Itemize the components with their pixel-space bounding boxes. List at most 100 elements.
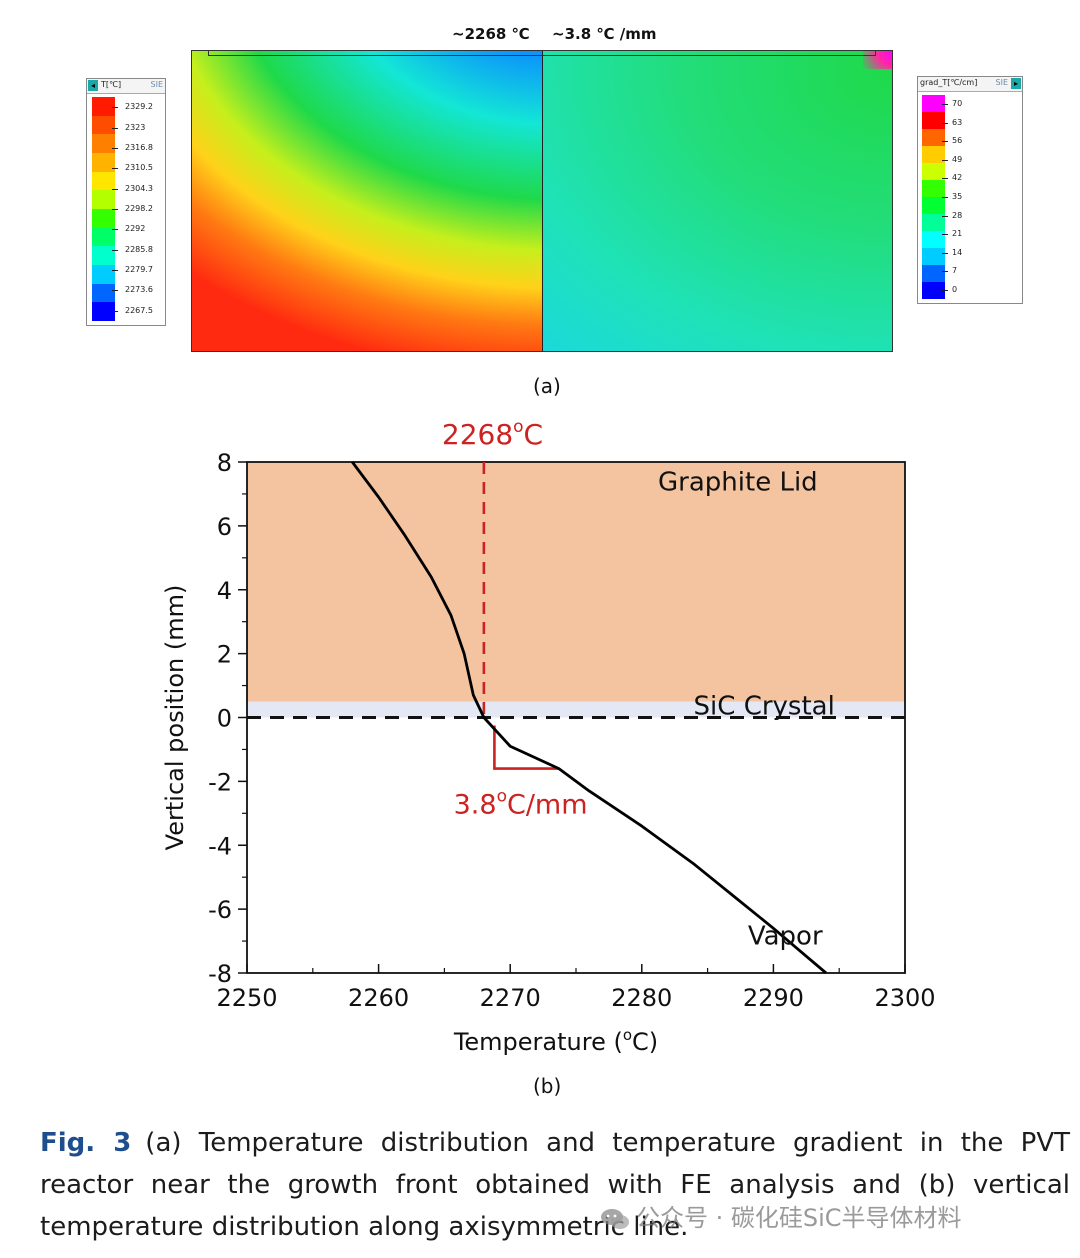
x-tick-label: 2270 (480, 984, 541, 1012)
right-field-note: ~3.8 ℃ /mm (552, 25, 657, 43)
legend-title: grad_T[℃/cm] (920, 78, 978, 87)
legend-tick-mark (942, 289, 948, 291)
slope-marker-label: 3.8oC/mm (454, 786, 588, 820)
legend-tick-mark (112, 270, 118, 272)
region-label-vapor: Vapor (748, 921, 823, 951)
legend-tick-mark (942, 178, 948, 180)
legend-tick-label: 70 (952, 99, 963, 109)
panel-b-label: (b) (533, 1074, 562, 1098)
legend-tick-mark (112, 249, 118, 251)
legend-tick-mark (112, 107, 118, 109)
y-tick-label: 0 (217, 705, 232, 733)
legend-tick-mark (942, 252, 948, 254)
panel-a-label: (a) (533, 374, 561, 398)
legend-tick-mark (942, 197, 948, 198)
x-tick-label: 2290 (743, 984, 804, 1012)
region-band (247, 701, 905, 718)
legend-color-swatch (922, 180, 945, 197)
legend-color-swatch (92, 265, 115, 284)
legend-tick-mark (942, 234, 948, 236)
legend-tick-mark (112, 147, 118, 149)
legend-tick-label: 56 (952, 136, 963, 146)
legend-tick-mark (112, 127, 118, 129)
legend-color-swatch (92, 302, 115, 322)
legend-tick-label: 14 (952, 247, 963, 257)
legend-color-swatch (92, 190, 115, 210)
legend-color-swatch (922, 231, 945, 248)
legend-arrow-icon[interactable]: ▸ (1011, 78, 1021, 89)
legend-tick-label: 2329.2 (125, 102, 153, 112)
gradient-field (543, 51, 892, 351)
caption-text: (a) Temperature distribution and tempera… (40, 1128, 1070, 1242)
legend-tick-mark (942, 215, 948, 217)
legend-tick-label: 35 (952, 192, 963, 201)
legend-tick-mark (112, 310, 118, 312)
legend-color-swatch (922, 146, 945, 163)
chart-svg: 2250 2260 2270 2280 2290 2300 8 6 4 2 0 -2 -4 -6 -8 Tem… (161, 417, 936, 1056)
x-tick-label: 2260 (348, 984, 409, 1012)
legend-color-swatch (922, 248, 945, 265)
y-tick-label: -6 (208, 896, 232, 924)
legend-color-swatch (922, 163, 945, 180)
temperature-legend: ◂ T[℃] SIE 2329.2 2323 2316.8 2310.5 2304.3 2… (86, 78, 166, 326)
temperature-field (192, 51, 542, 351)
legend-color-swatch (92, 115, 115, 135)
legend-color-swatch (922, 214, 945, 231)
y-tick-label: -8 (208, 960, 232, 988)
y-axis-label: Vertical position (mm) (161, 585, 189, 851)
legend-tick-mark (112, 168, 118, 170)
legend-tick-mark (112, 209, 118, 210)
legend-title: T[℃] (101, 80, 122, 89)
legend-tick-label: 7 (952, 266, 958, 276)
legend-tick-label: 21 (952, 229, 963, 239)
legend-tick-mark (112, 290, 118, 292)
legend-tick-label: 0 (952, 284, 958, 294)
x-tick-label: 2250 (216, 984, 277, 1012)
legend-tick-mark (942, 141, 948, 143)
left-field-note: ~2268 ℃ (452, 25, 530, 43)
legend-color-swatch (922, 112, 945, 129)
legend-tick-label: 2316.8 (125, 142, 153, 152)
legend-tick-label: 49 (952, 154, 963, 164)
legend-tag: SIE (150, 80, 164, 89)
y-tick-label: 6 (217, 513, 232, 541)
gradient-legend: grad_T[℃/cm] SIE ▸ 70 63 56 49 42 35 28 21 14 7 0 (917, 76, 1023, 304)
legend-color-swatch (92, 283, 115, 303)
legend-tick-label: 28 (952, 210, 963, 220)
legend-color-swatch (922, 282, 945, 299)
legend-tick-label: 63 (952, 117, 963, 127)
legend-tick-mark (942, 104, 948, 106)
legend-tick-label: 2292 (125, 224, 146, 234)
x-tick-label: 2280 (611, 984, 672, 1012)
legend-tag: SIE (995, 78, 1009, 87)
lid-boundary (208, 51, 876, 56)
legend-color-swatch (922, 265, 945, 282)
temperature-profile-chart: 2250 2260 2270 2280 2290 2300 8 6 4 2 0 -2 -4 -6 -8 Tem… (150, 410, 940, 1060)
region-band (247, 717, 905, 973)
legend-tick-mark (112, 188, 118, 190)
legend-tick-mark (942, 159, 948, 161)
legend-color-swatch (92, 134, 115, 154)
y-tick-label: 2 (217, 641, 232, 669)
legend-tick-label: 42 (952, 173, 963, 183)
legend-color-swatch (922, 95, 945, 112)
legend-color-swatch (92, 97, 115, 116)
y-tick-label: -4 (208, 832, 232, 860)
legend-tick-mark (942, 271, 948, 273)
legend-color-swatch (92, 246, 115, 266)
region-band (247, 462, 905, 702)
temperature-profile-line (351, 461, 827, 975)
wechat-icon (601, 1209, 629, 1229)
watermark: 公众号 · 碳化硅SiC半导体材料 (600, 1198, 962, 1233)
legend-tick-label: 2310.5 (125, 163, 153, 173)
region-label-graphite-lid: Graphite Lid (658, 468, 818, 498)
legend-color-swatch (92, 153, 115, 172)
legend-arrow-icon[interactable]: ◂ (88, 80, 98, 91)
x-axis-label: Temperature (oC) (453, 1026, 658, 1056)
legend-header: grad_T[℃/cm] SIE ▸ (918, 77, 1022, 92)
figure-label: Fig. 3 (40, 1128, 132, 1158)
legend-tick-label: 2273.6 (125, 285, 153, 295)
field-divider (542, 51, 543, 351)
legend-tick-label: 2279.7 (125, 265, 153, 275)
legend-tick-mark (942, 122, 948, 124)
